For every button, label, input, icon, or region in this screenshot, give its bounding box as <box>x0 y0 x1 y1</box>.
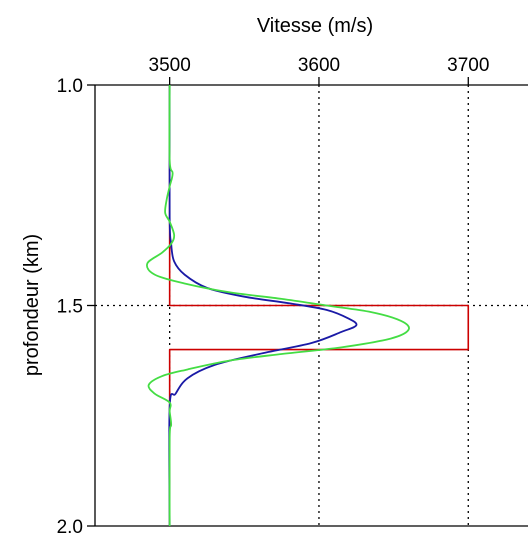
x-ticks: 3500 3600 3700 <box>149 55 489 85</box>
y-ticks: 1.0 1.5 2.0 <box>57 76 95 536</box>
x-axis-title: Vitesse (m/s) <box>257 15 373 37</box>
series-group <box>146 84 470 527</box>
y-tick-label: 2.0 <box>57 517 83 536</box>
y-tick-label: 1.0 <box>57 76 83 97</box>
x-tick-label: 3500 <box>149 55 191 76</box>
y-tick-label: 1.5 <box>57 297 83 318</box>
series-line-1 <box>168 85 470 526</box>
series-line-2 <box>168 84 358 527</box>
x-tick-label: 3600 <box>298 55 340 76</box>
y-axis-title: profondeur (km) <box>21 234 43 376</box>
x-tick-label: 3700 <box>447 55 489 76</box>
series-line-3 <box>146 84 410 527</box>
